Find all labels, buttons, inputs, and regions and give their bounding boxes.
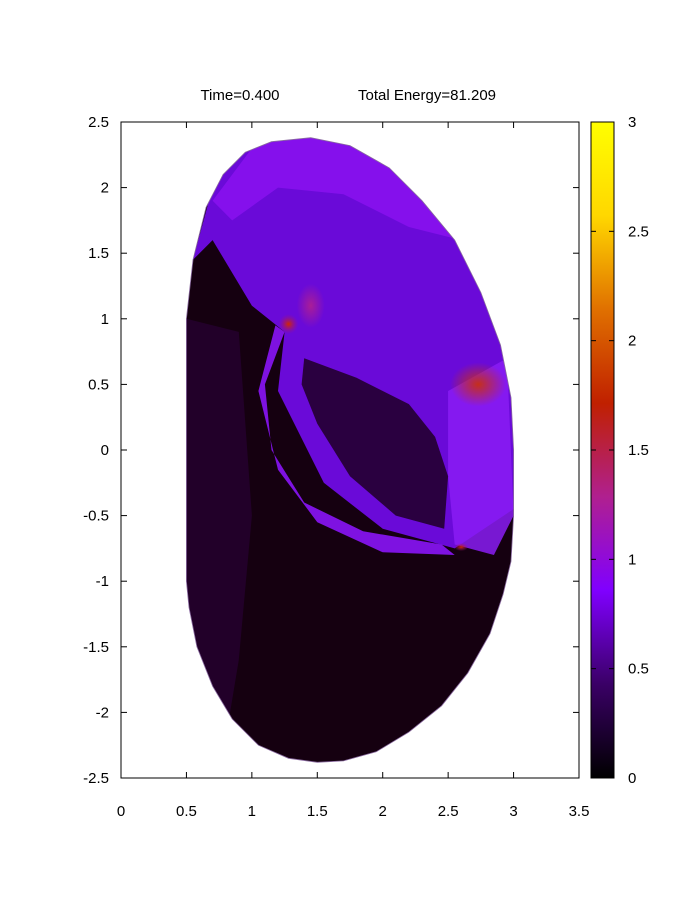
y-tick-label: -1 [96, 573, 109, 590]
x-tick-label: 2.5 [438, 803, 459, 820]
x-tick-label: 3 [509, 803, 517, 820]
colorbar-tick-label: 1.5 [628, 442, 649, 459]
y-tick-label: 1.5 [88, 245, 109, 262]
y-tick-label: -0.5 [83, 508, 109, 525]
y-tick-label: 0.5 [88, 376, 109, 393]
field-region-lowleft [186, 318, 252, 739]
y-axis: 2.5 2 1.5 1 0.5 0 -0.5 -1 -1.5 -2 -2.5 [83, 114, 579, 787]
plasma-boundary [186, 137, 514, 763]
y-tick-label: -2.5 [83, 770, 109, 787]
y-tick-label: 2 [101, 180, 109, 197]
field-region-upper-bright [212, 137, 462, 241]
hotspot-xpoint [454, 543, 469, 552]
x-tick-label: 3.5 [569, 803, 590, 820]
colorbar-tick-label: 3 [628, 114, 636, 131]
x-tick-label: 1.5 [307, 803, 328, 820]
field-arc [258, 325, 455, 555]
y-tick-label: -2 [96, 704, 109, 721]
y-tick-label: 2.5 [88, 114, 109, 131]
x-tick-label: 0.5 [176, 803, 197, 820]
colorbar-tick-label: 2 [628, 333, 636, 350]
hotspot-right [450, 362, 507, 407]
field-region-right [448, 358, 514, 555]
x-axis: 0 0.5 1 1.5 2 2.5 3 3.5 [117, 122, 590, 820]
y-tick-label: 0 [101, 442, 109, 459]
hotspot-left [278, 314, 299, 335]
y-tick-label: -1.5 [83, 639, 109, 656]
field-region-lens [301, 358, 449, 529]
hotspot-center [296, 283, 325, 328]
colorbar-tick-label: 1 [628, 551, 636, 568]
x-tick-label: 1 [248, 803, 256, 820]
chart-title-time: Time=0.400 [200, 87, 279, 104]
colorbar-axis: 3 2.5 2 1.5 1 0.5 0 [591, 114, 649, 787]
y-tick-label: 1 [101, 311, 109, 328]
colorbar-tick-label: 2.5 [628, 223, 649, 240]
colorbar-tick-label: 0.5 [628, 661, 649, 678]
x-tick-label: 0 [117, 803, 125, 820]
colorbar-tick-label: 0 [628, 770, 636, 787]
plasma-heatmap [186, 137, 514, 763]
x-tick-label: 2 [379, 803, 387, 820]
chart-title-energy: Total Energy=81.209 [358, 87, 496, 104]
